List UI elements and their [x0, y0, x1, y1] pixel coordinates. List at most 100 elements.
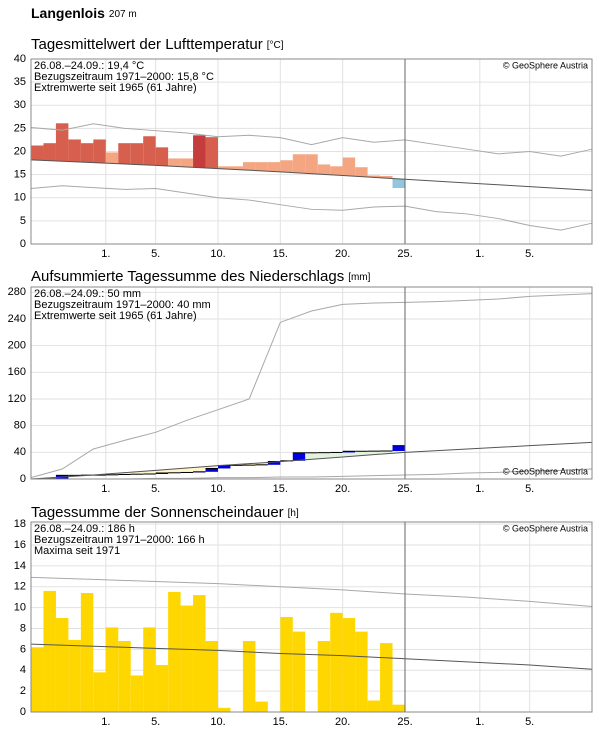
y-tick-label: 12	[14, 581, 26, 593]
bar	[330, 612, 343, 712]
increment-bar	[292, 452, 306, 461]
x-tick-label: 25.	[397, 716, 412, 728]
anomaly-fill	[193, 466, 206, 472]
x-tick-label: 1.	[475, 483, 484, 495]
bar	[267, 162, 281, 172]
bar	[80, 143, 94, 163]
extreme-lower-line	[30, 185, 593, 231]
bar	[180, 158, 194, 167]
y-tick-label: 4	[20, 664, 26, 676]
x-tick-label: 10.	[210, 248, 225, 260]
bar	[280, 160, 293, 173]
y-tick-label: 14	[14, 560, 26, 572]
plot-frame	[30, 521, 593, 713]
y-tick-label: 15	[14, 169, 26, 181]
normal-line	[30, 441, 593, 480]
bar	[130, 675, 144, 712]
y-tick-label: 30	[14, 99, 26, 111]
bar	[242, 162, 256, 171]
y-tick-label: 0	[20, 238, 26, 250]
bar	[205, 137, 218, 169]
bar	[143, 136, 156, 166]
y-tick-label: 16	[14, 539, 26, 551]
anomaly-fill	[330, 452, 343, 458]
bar	[317, 164, 331, 175]
bar	[43, 143, 56, 161]
bar	[380, 176, 393, 179]
bar	[367, 175, 381, 178]
chart-title: Aufsummierte Tagessumme des Niederschlag…	[31, 268, 371, 285]
anomaly-fill	[180, 467, 194, 473]
bar	[392, 178, 405, 189]
bar	[255, 162, 268, 171]
x-tick-label: 5.	[151, 248, 160, 260]
y-tick-label: 280	[8, 286, 26, 298]
chart-unit: [h]	[288, 508, 299, 519]
x-tick-label: 20.	[335, 716, 350, 728]
y-tick-label: 20	[14, 145, 26, 157]
bar	[168, 591, 181, 712]
increment-bar	[342, 451, 356, 453]
bar	[342, 618, 356, 712]
credit: © GeoSphere Austria	[503, 523, 588, 533]
y-tick-label: 35	[14, 76, 26, 88]
y-tick-label: 25	[14, 122, 26, 134]
x-tick-label: 1.	[475, 248, 484, 260]
bar	[330, 166, 343, 176]
chart-title-text: Tagessumme der Sonnenscheindauer	[31, 504, 284, 521]
bar	[105, 152, 119, 164]
station-elevation: 207 m	[109, 9, 137, 20]
chart-title: Tagesmittelwert der Lufttemperatur [°C]	[31, 36, 284, 53]
credit: © GeoSphere Austria	[503, 466, 588, 476]
bar	[193, 135, 206, 168]
plot-frame	[30, 286, 593, 480]
legend-entry: 26.08.–24.09.: 186 h	[34, 523, 135, 535]
bar	[242, 641, 256, 712]
station-name: Langenlois	[31, 5, 105, 21]
increment-bar	[218, 465, 231, 469]
bar	[155, 665, 169, 712]
y-tick-label: 80	[14, 420, 26, 432]
bar	[80, 592, 94, 712]
bar	[205, 641, 218, 712]
anomaly-fill	[305, 452, 318, 460]
x-tick-label: 1.	[101, 483, 110, 495]
bar	[118, 143, 131, 164]
increment-bar	[267, 461, 281, 465]
chart-unit: [°C]	[267, 40, 284, 51]
x-tick-label: 10.	[210, 483, 225, 495]
chart-title: Tagessumme der Sonnenscheindauer [h]	[31, 504, 299, 521]
x-tick-label: 10.	[210, 716, 225, 728]
x-tick-label: 1.	[101, 716, 110, 728]
legend-entry: Extremwerte seit 1965 (61 Jahre)	[34, 82, 197, 94]
bar	[305, 154, 318, 174]
bar	[93, 672, 106, 712]
bar	[43, 590, 56, 712]
bar	[367, 700, 381, 712]
bar	[355, 167, 368, 177]
bar	[143, 627, 156, 712]
y-tick-label: 8	[20, 622, 26, 634]
bar	[380, 643, 393, 712]
extreme-upper-line	[30, 123, 593, 157]
bar	[93, 139, 106, 163]
bar	[118, 641, 131, 712]
normal-line	[30, 643, 593, 670]
anomaly-fill	[317, 452, 331, 459]
anomaly-fill	[342, 451, 356, 457]
bar	[68, 639, 81, 712]
bar	[280, 617, 293, 712]
x-tick-label: 1.	[101, 248, 110, 260]
legend-entry: 26.08.–24.09.: 50 mm	[34, 288, 141, 300]
y-tick-label: 120	[8, 393, 26, 405]
x-tick-label: 15.	[273, 716, 288, 728]
y-tick-label: 2	[20, 685, 26, 697]
x-tick-label: 15.	[273, 248, 288, 260]
bar	[55, 618, 69, 712]
bar	[130, 143, 144, 165]
x-tick-label: 5.	[151, 716, 160, 728]
bar	[155, 147, 169, 166]
y-tick-label: 240	[8, 313, 26, 325]
y-tick-label: 200	[8, 340, 26, 352]
